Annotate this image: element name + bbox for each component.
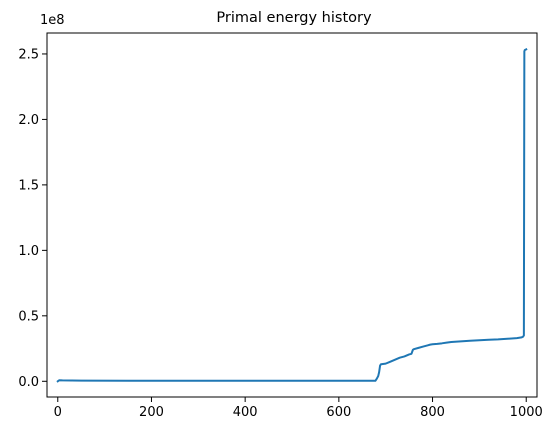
axes-frame bbox=[46, 32, 538, 398]
y-tick-label: 2.0 bbox=[18, 113, 39, 128]
chart-title: Primal energy history bbox=[216, 10, 372, 26]
y-tick-label: 0.0 bbox=[18, 375, 39, 390]
x-tick-label: 200 bbox=[139, 405, 164, 420]
x-tick-label: 1000 bbox=[510, 405, 543, 420]
plot-area: 0 200 400 600 800 1000 0.0 0.5 1.0 1.5 2.0 2.5 bbox=[18, 32, 543, 420]
x-tick-label: 600 bbox=[326, 405, 351, 420]
y-tick-label: 0.5 bbox=[18, 309, 39, 324]
y-tick-label: 1.0 bbox=[18, 244, 39, 259]
x-tick-label: 800 bbox=[420, 405, 445, 420]
y-axis-offset-label: 1e8 bbox=[40, 13, 65, 28]
y-tick-label: 1.5 bbox=[18, 178, 39, 193]
x-tick-label: 400 bbox=[233, 405, 258, 420]
series-line-0 bbox=[56, 48, 528, 383]
y-tick-label: 2.5 bbox=[18, 47, 39, 62]
x-tick-label: 0 bbox=[54, 405, 62, 420]
